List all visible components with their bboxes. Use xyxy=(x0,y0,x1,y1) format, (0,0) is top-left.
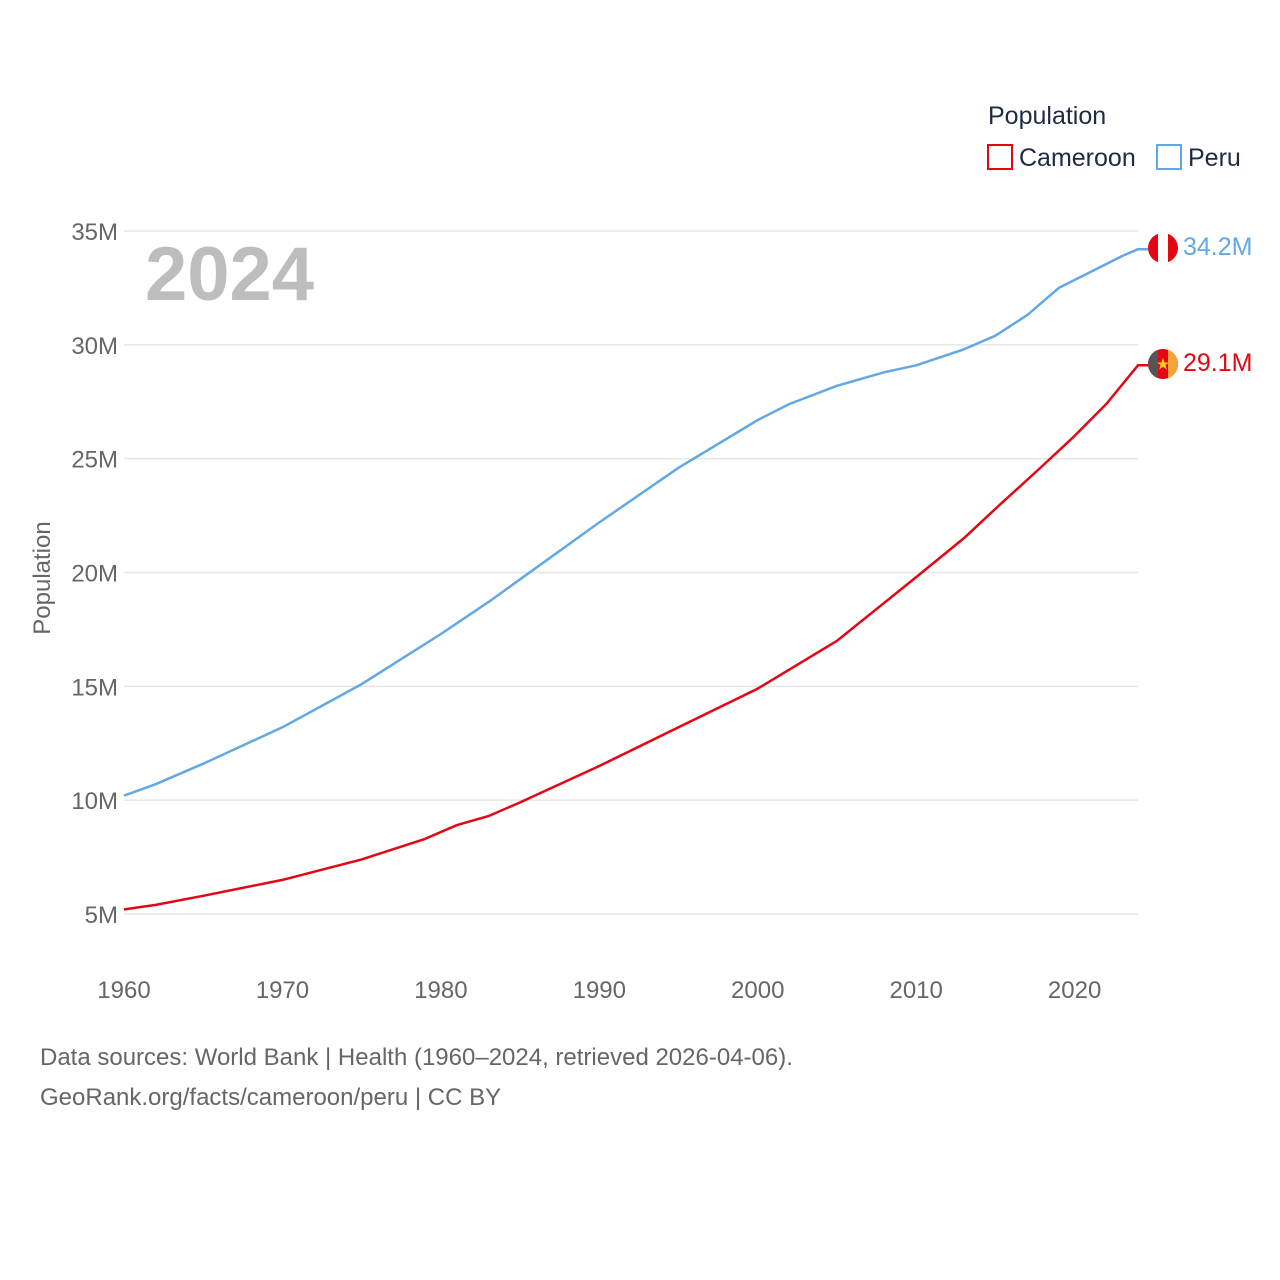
y-tick-label: 20M xyxy=(71,561,118,588)
legend-swatch-cameroon[interactable] xyxy=(987,144,1013,170)
y-tick-label: 30M xyxy=(71,333,118,360)
cameroon-flag-icon xyxy=(1148,349,1178,379)
peru-flag-icon xyxy=(1148,233,1178,263)
x-tick-label: 2020 xyxy=(1048,977,1101,1004)
series-line-cameroon[interactable] xyxy=(123,364,1148,911)
footer-attribution[interactable]: GeoRank.org/facts/cameroon/peru | CC BY xyxy=(40,1084,502,1111)
y-tick-label: 35M xyxy=(71,219,118,246)
x-tick-label: 1980 xyxy=(414,977,467,1004)
year-label: 2024 xyxy=(145,232,314,317)
x-tick-label: 1990 xyxy=(573,977,626,1004)
y-tick-label: 25M xyxy=(71,447,118,474)
x-tick-label: 1960 xyxy=(97,977,150,1004)
legend-item-peru[interactable]: Peru xyxy=(1188,144,1241,172)
grid-lines xyxy=(124,230,1138,915)
legend-swatch-peru[interactable] xyxy=(1156,144,1182,170)
series-lines xyxy=(123,247,1148,911)
x-tick-label: 1970 xyxy=(256,977,309,1004)
legend-title: Population xyxy=(988,102,1106,130)
y-tick-label: 15M xyxy=(71,674,118,701)
x-axis-ticks: 1960 1970 1980 1990 2000 2010 2020 xyxy=(97,977,1101,1004)
y-tick-label: 5M xyxy=(85,902,118,929)
x-tick-label: 2000 xyxy=(731,977,784,1004)
footer-sources: Data sources: World Bank | Health (1960–… xyxy=(40,1044,793,1071)
y-tick-label: 10M xyxy=(71,788,118,815)
cameroon-end-label: 29.1M xyxy=(1183,349,1252,377)
peru-end-label: 34.2M xyxy=(1183,233,1252,261)
y-axis-label: Population xyxy=(29,521,56,634)
x-tick-label: 2010 xyxy=(889,977,942,1004)
legend-item-cameroon[interactable]: Cameroon xyxy=(1019,144,1136,172)
y-axis-ticks: 5M 10M 15M 20M 25M 30M 35M xyxy=(71,219,118,929)
series-line-peru[interactable] xyxy=(123,247,1148,797)
